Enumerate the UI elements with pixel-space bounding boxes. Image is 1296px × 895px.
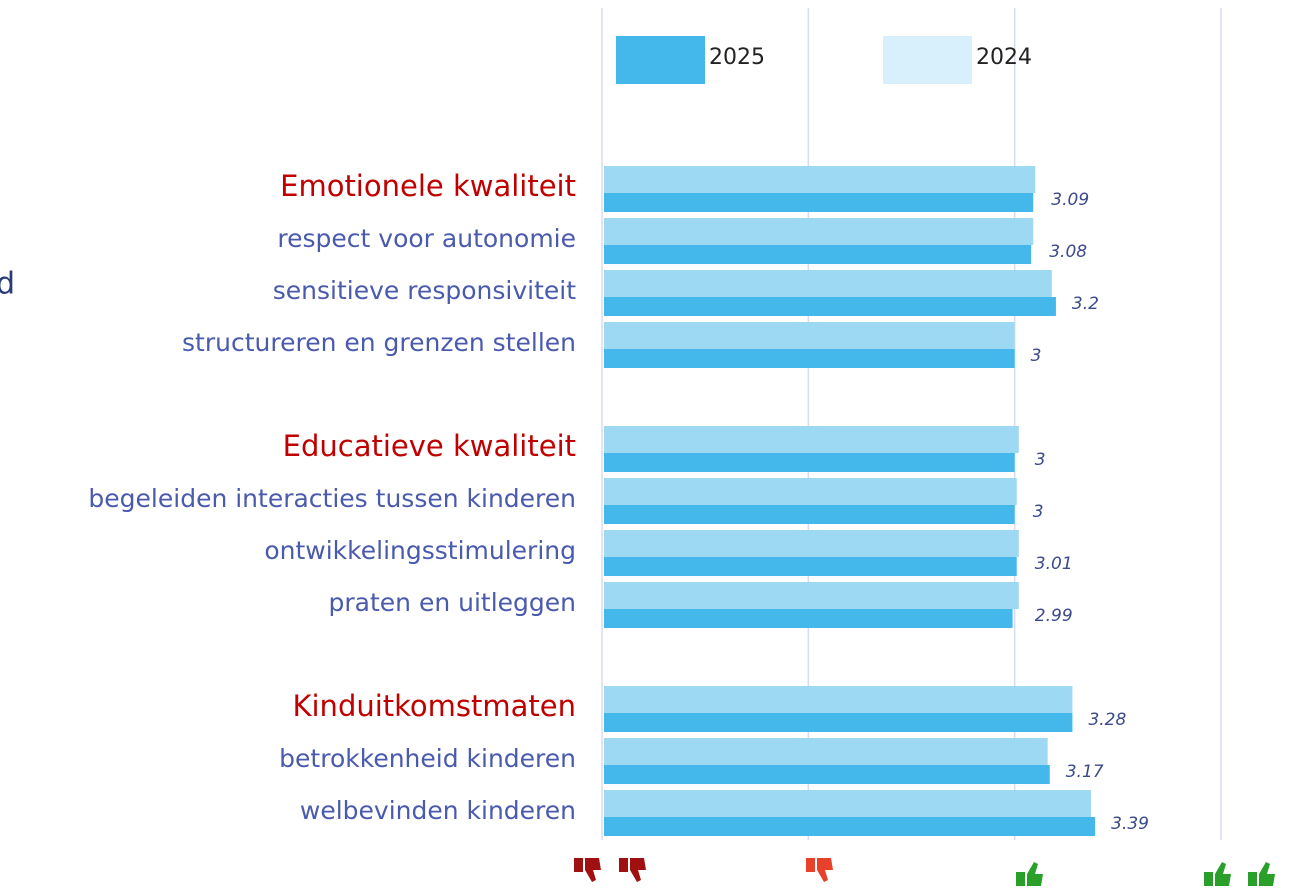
bar-2025: [604, 453, 1015, 472]
value-label: 3.08: [1049, 242, 1087, 262]
tick-icons: [574, 858, 1275, 886]
category-label: welbevinden kinderen: [300, 796, 576, 825]
bar-2024: [604, 738, 1048, 765]
group-label: Educatieve kwaliteit: [283, 429, 576, 463]
legend-label: 2024: [976, 45, 1032, 70]
group-label: Emotionele kwaliteit: [280, 169, 576, 203]
bar-2024: [604, 322, 1015, 349]
bar-2025: [604, 193, 1034, 212]
icon-double-down: [574, 858, 646, 882]
bar-2024: [604, 530, 1019, 557]
icon-double-up: [1204, 862, 1275, 886]
bar-2025: [604, 817, 1096, 836]
value-label: 3.28: [1088, 710, 1126, 730]
bar-2025: [604, 765, 1050, 784]
bar-2024: [604, 218, 1034, 245]
bar-2025: [604, 349, 1015, 368]
category-label: ontwikkelingsstimulering: [264, 536, 576, 565]
category-label: begeleiden interacties tussen kinderen: [88, 484, 576, 513]
bar-2024: [604, 166, 1036, 193]
legend-label: 2025: [709, 45, 765, 70]
category-label: structureren en grenzen stellen: [182, 328, 576, 357]
bar-2025: [604, 713, 1073, 732]
bar-2025: [604, 557, 1017, 576]
bar-2024: [604, 426, 1019, 453]
category-label: betrokkenheid kinderen: [279, 744, 576, 773]
bar-2024: [604, 270, 1052, 297]
bar-2024: [604, 582, 1019, 609]
value-label: 3.2: [1072, 294, 1099, 314]
value-label: 2.99: [1035, 606, 1073, 626]
bar-2025: [604, 609, 1013, 628]
value-label: 3.09: [1051, 190, 1089, 210]
value-label: 3: [1035, 450, 1046, 470]
group-label: Kinduitkomstmaten: [292, 689, 576, 723]
legend-swatch: [883, 36, 972, 84]
legend-swatch: [616, 36, 705, 84]
category-label: praten en uitleggen: [329, 588, 577, 617]
value-label: 3: [1033, 502, 1044, 522]
side-text: d: [0, 267, 15, 302]
value-label: 3: [1031, 346, 1042, 366]
bar-2024: [604, 790, 1092, 817]
bar-2025: [604, 505, 1015, 524]
bar-2025: [604, 297, 1056, 316]
category-label: sensitieve responsiviteit: [273, 276, 576, 305]
value-label: 3.01: [1035, 554, 1073, 574]
bar-2024: [604, 478, 1017, 505]
category-label: respect voor autonomie: [277, 224, 576, 253]
bar-2025: [604, 245, 1032, 264]
value-label: 3.17: [1066, 762, 1104, 782]
icon-down: [806, 858, 833, 882]
icon-up: [1016, 862, 1043, 886]
bar-2024: [604, 686, 1073, 713]
value-label: 3.39: [1111, 814, 1149, 834]
